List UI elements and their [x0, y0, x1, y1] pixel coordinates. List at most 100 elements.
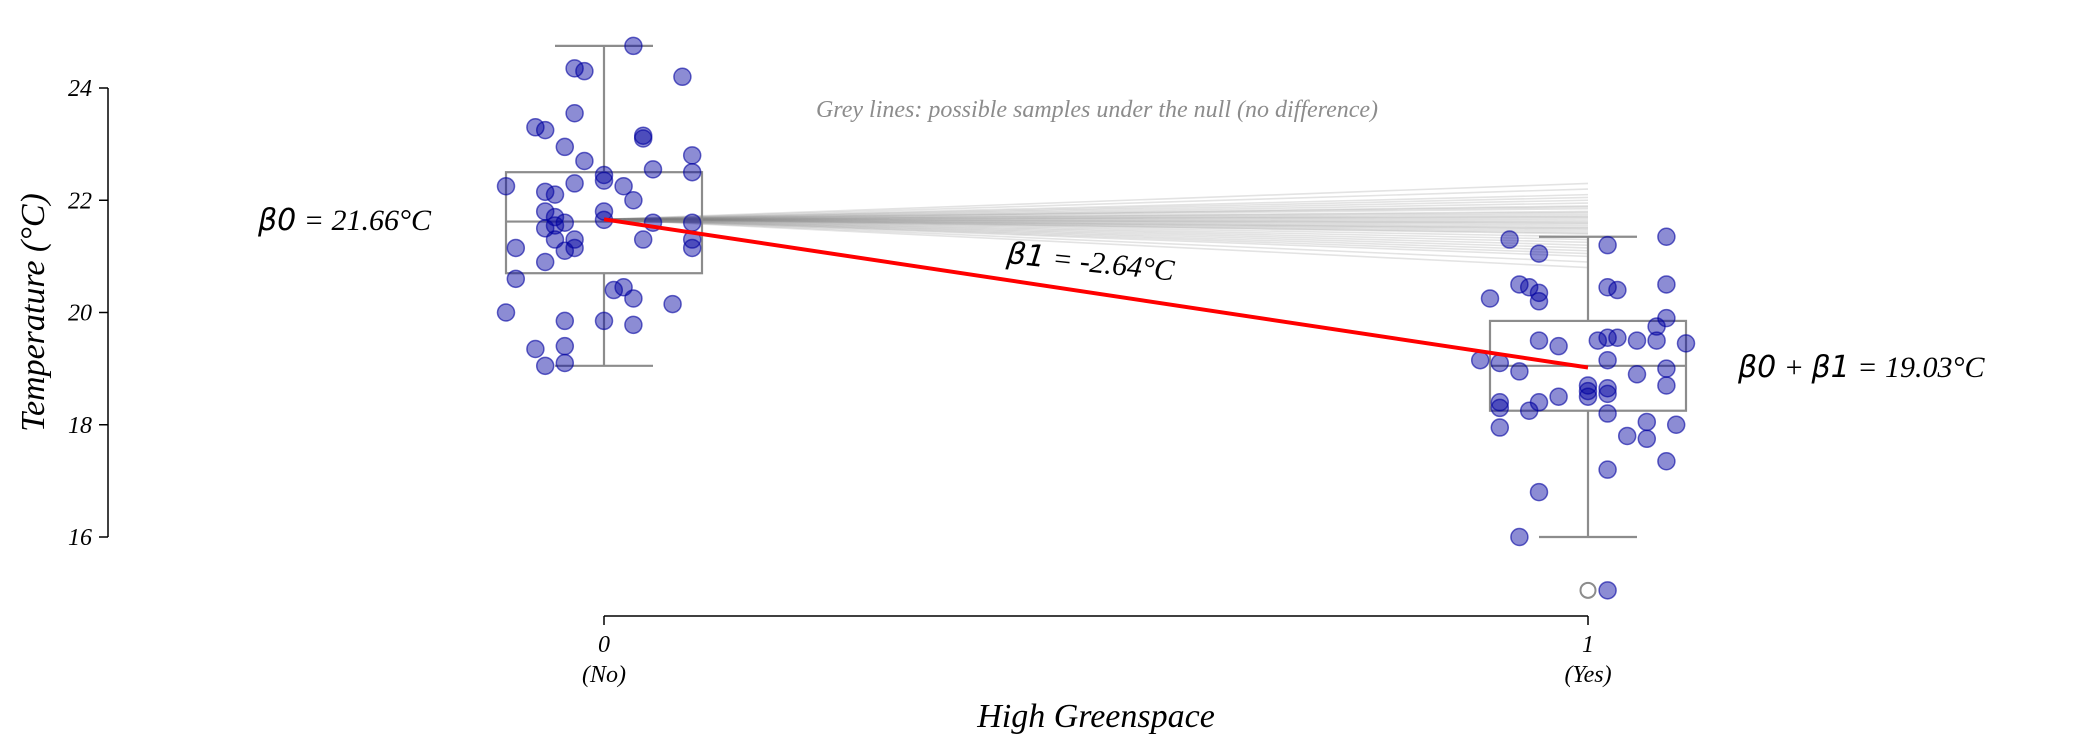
data-point	[633, 129, 653, 148]
data-point	[1617, 426, 1637, 446]
x-tick-label: 1	[1582, 632, 1594, 658]
null-sample-line	[603, 218, 1589, 269]
data-point	[535, 356, 555, 376]
data-point	[682, 162, 702, 182]
outlier-marker	[1579, 581, 1597, 599]
data-point	[1549, 336, 1568, 356]
null-sample-line	[603, 193, 1589, 221]
y-tick-label: 20	[68, 301, 92, 327]
data-point	[496, 303, 516, 322]
fit-line	[603, 217, 1589, 370]
data-point	[555, 353, 575, 373]
data-point	[1598, 460, 1617, 479]
data-point	[1480, 289, 1500, 308]
data-point	[1637, 412, 1657, 432]
null-sample-line	[603, 218, 1589, 232]
data-point	[555, 137, 575, 157]
data-point	[1598, 581, 1617, 600]
data-point	[1529, 482, 1549, 502]
data-point	[682, 146, 702, 165]
null-sample-line	[603, 218, 1589, 235]
data-point	[594, 165, 614, 185]
data-point	[1608, 280, 1627, 300]
data-point	[575, 151, 594, 171]
beta1-symbol: β1	[1004, 236, 1047, 275]
data-point	[1549, 387, 1568, 406]
null-sample-line	[603, 218, 1589, 234]
x-axis-label: High Greenspace	[976, 698, 1215, 735]
data-point	[1578, 381, 1598, 401]
data-point	[1490, 393, 1510, 412]
data-point	[1598, 379, 1617, 398]
data-point	[1676, 334, 1696, 353]
data-point	[535, 182, 555, 202]
data-point	[1519, 277, 1539, 297]
data-point	[1510, 362, 1529, 381]
sum-beta0-symbol: β0	[1737, 350, 1776, 385]
null-sample-line	[603, 188, 1589, 221]
data-point	[555, 336, 575, 356]
data-point	[1490, 418, 1510, 437]
null-sample-line	[603, 211, 1589, 221]
null-sample-line	[603, 216, 1589, 221]
x-tick-sublabel: (No)	[582, 662, 626, 688]
data-point	[575, 61, 594, 81]
data-point	[594, 171, 614, 190]
data-point	[1657, 359, 1676, 378]
null-sample-line	[603, 182, 1589, 221]
data-point	[1490, 398, 1510, 418]
data-point	[663, 294, 682, 314]
y-axis-label: Temperature (°C)	[15, 193, 52, 432]
null-sample-line	[603, 213, 1589, 221]
y-tick-label: 16	[68, 525, 92, 551]
null-lines	[603, 182, 1589, 269]
null-sample-line	[603, 218, 1589, 224]
null-sample-line	[603, 218, 1589, 249]
beta0-value: = 21.66°C	[296, 204, 432, 237]
x-axis: 0 (No) 1 (Yes)	[582, 615, 1612, 688]
data-point	[624, 191, 643, 210]
null-sample-line	[603, 218, 1589, 244]
null-sample-line	[603, 218, 1589, 255]
beta1-value: = -2.64°C	[1043, 241, 1176, 287]
data-point	[624, 289, 643, 308]
null-sample-line	[603, 207, 1589, 221]
null-sample-line	[603, 218, 1589, 258]
data-point	[1578, 387, 1598, 406]
y-tick-label: 24	[68, 76, 92, 102]
sum-plus: +	[1776, 351, 1811, 384]
data-point	[633, 230, 653, 249]
null-sample-line	[603, 199, 1589, 221]
data-point	[1529, 244, 1549, 263]
x-ticks: 0 (No) 1 (Yes)	[582, 616, 1612, 688]
null-sample-line	[603, 218, 1589, 231]
null-sample-line	[603, 218, 1589, 223]
data-point	[643, 160, 663, 179]
beta0-label: β0 = 21.66°C	[257, 203, 432, 238]
data-point	[624, 36, 643, 56]
beta0-symbol: β0	[257, 203, 296, 238]
sum-beta1-symbol: β1	[1810, 350, 1849, 385]
data-point	[1598, 384, 1617, 404]
data-point	[565, 238, 584, 258]
data-point	[1627, 364, 1647, 384]
data-point	[1657, 376, 1676, 395]
data-point	[1598, 404, 1617, 423]
data-point	[535, 120, 555, 140]
data-point	[1529, 331, 1549, 350]
null-sample-line	[603, 218, 1589, 228]
null-sample-line	[603, 202, 1589, 221]
data-point	[1647, 331, 1666, 350]
data-point	[1470, 350, 1490, 370]
data-point	[1657, 275, 1676, 294]
data-point	[594, 311, 614, 331]
data-point	[682, 213, 702, 232]
x-tick-sublabel: (Yes)	[1564, 662, 1611, 688]
null-sample-line	[603, 206, 1589, 221]
data-point	[565, 104, 584, 123]
data-point	[1598, 328, 1617, 348]
null-sample-line	[603, 217, 1589, 221]
data-point	[1529, 292, 1549, 311]
sum-value: = 19.03°C	[1850, 351, 1986, 384]
null-sample-line	[603, 218, 1589, 225]
